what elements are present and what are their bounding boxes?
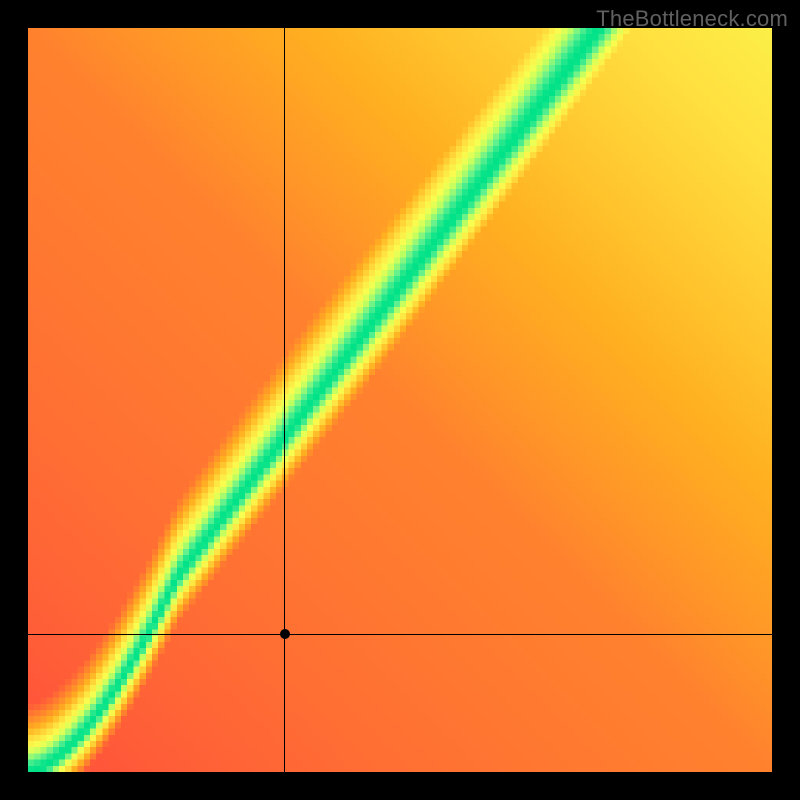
watermark-text: TheBottleneck.com xyxy=(596,6,788,32)
crosshair-vertical-line xyxy=(284,28,285,772)
bottleneck-heatmap xyxy=(28,28,772,772)
crosshair-horizontal-line xyxy=(28,634,772,635)
crosshair-marker xyxy=(280,629,290,639)
